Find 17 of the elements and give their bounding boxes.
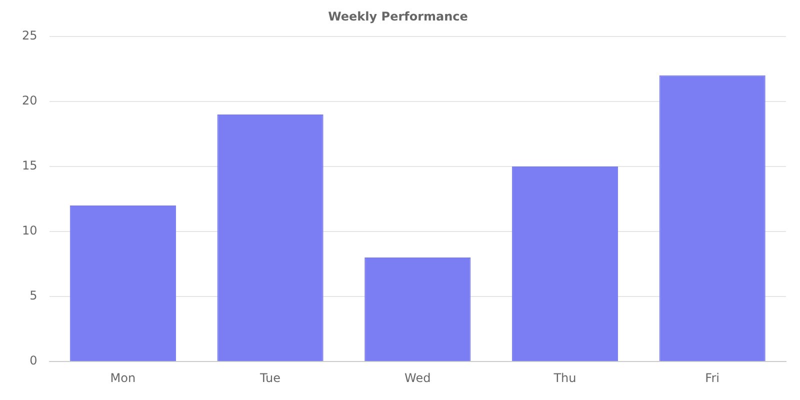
x-tick-label: Wed <box>404 370 431 385</box>
bar <box>70 206 176 362</box>
chart-title: Weekly Performance <box>328 9 468 24</box>
y-tick-label: 10 <box>22 224 38 238</box>
y-tick-label: 20 <box>22 94 38 108</box>
bar <box>512 166 618 362</box>
y-tick-label: 15 <box>22 158 38 173</box>
bar <box>659 75 766 362</box>
y-tick-label: 5 <box>30 288 38 303</box>
x-tick-label: Mon <box>110 370 136 385</box>
bar <box>217 114 324 362</box>
x-tick-label: Fri <box>705 370 720 385</box>
x-tick-label: Thu <box>552 370 576 385</box>
y-tick-label: 0 <box>30 354 38 368</box>
bar <box>364 258 471 362</box>
x-tick-label: Tue <box>259 370 281 385</box>
y-tick-label: 25 <box>22 28 38 43</box>
